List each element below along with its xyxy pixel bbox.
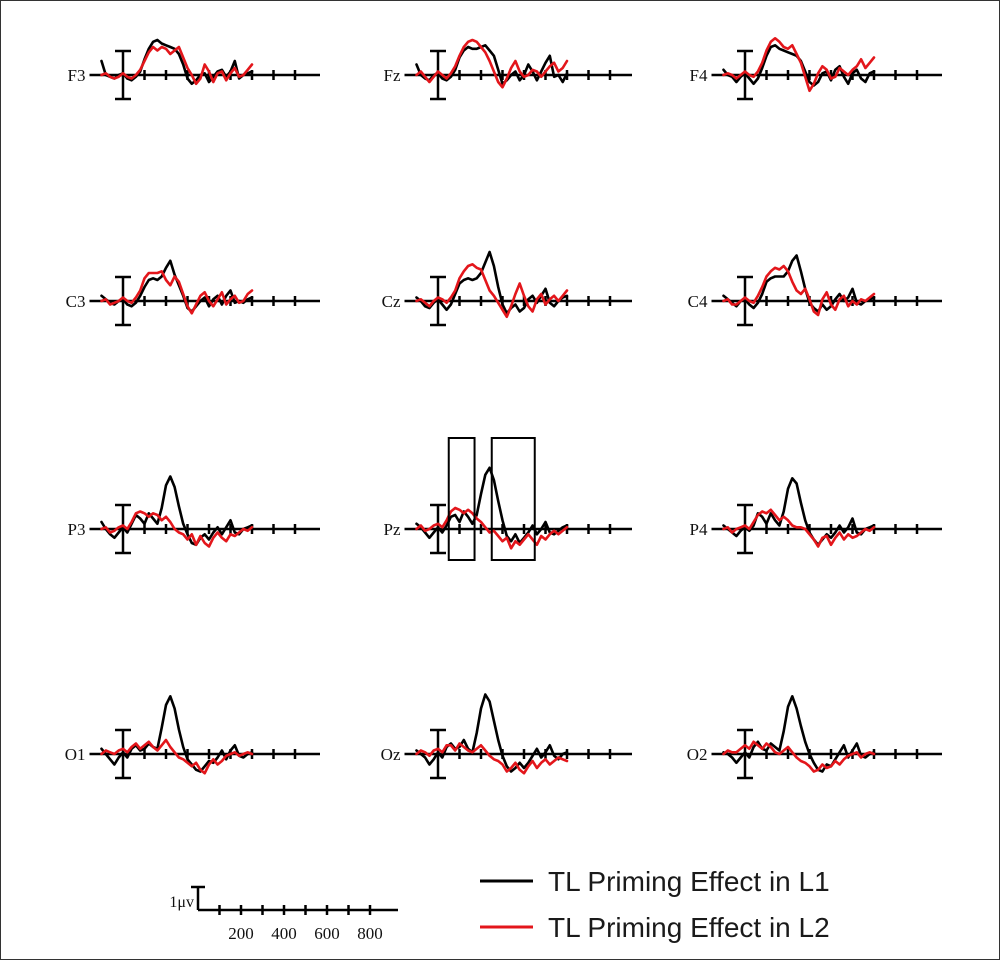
panel-f4: F4 (690, 36, 942, 101)
erp-line-l2 (415, 742, 569, 775)
erp-line-l1 (415, 43, 569, 86)
erp-line-l2 (100, 269, 254, 315)
scale-tick-label: 600 (314, 924, 340, 943)
panel-c3: C3 (66, 259, 320, 327)
erp-line-l2 (722, 264, 876, 317)
electrode-label: C3 (66, 292, 86, 311)
panel-p4: P4 (690, 476, 942, 555)
legend: TL Priming Effect in L1 TL Priming Effec… (480, 866, 830, 943)
scale-tick-label: 800 (357, 924, 383, 943)
scale-tick-label: 400 (271, 924, 297, 943)
legend-label-l1: TL Priming Effect in L1 (548, 866, 830, 897)
electrode-label: O1 (65, 745, 86, 764)
panel-cz: Cz (382, 250, 632, 327)
electrode-label: Oz (381, 745, 401, 764)
electrode-label: O2 (687, 745, 708, 764)
analysis-window (490, 437, 536, 561)
electrode-label: Pz (384, 520, 401, 539)
electrode-label: P3 (68, 520, 86, 539)
erp-line-l2 (722, 508, 876, 548)
scale-amplitude-label: 1μv (169, 894, 194, 911)
panel-o2: O2 (687, 694, 942, 780)
panel-oz: Oz (381, 693, 632, 780)
panel-pz: Pz (384, 437, 632, 561)
erp-line-l1 (722, 476, 876, 547)
erp-line-l1 (722, 254, 876, 313)
erp-line-l2 (100, 738, 254, 775)
panel-c4: C4 (688, 254, 942, 327)
analysis-window (447, 437, 476, 561)
panel-fz: Fz (384, 38, 632, 101)
electrode-panels: F3 Fz F4 C3 Cz C4 P3 Pz P4 O1 Oz O2 (65, 36, 942, 780)
erp-line-l2 (415, 38, 569, 89)
panel-o1: O1 (65, 694, 320, 780)
erp-line-l2 (722, 36, 876, 93)
erp-line-l1 (100, 475, 254, 547)
scale-bar: 1μv 200 400 600 800 (169, 885, 398, 943)
legend-label-l2: TL Priming Effect in L2 (548, 912, 830, 943)
erp-line-l2 (100, 45, 254, 86)
panel-p3: P3 (68, 475, 320, 555)
electrode-label: Fz (384, 66, 401, 85)
erp-line-l1 (415, 693, 569, 773)
erp-line-l2 (415, 262, 569, 319)
erp-line-l2 (100, 510, 254, 548)
panel-f3: F3 (68, 38, 320, 101)
electrode-label: P4 (690, 520, 708, 539)
electrode-label: F4 (690, 66, 708, 85)
electrode-label: C4 (688, 292, 708, 311)
erp-line-l1 (100, 694, 254, 773)
erp-line-l2 (722, 740, 876, 773)
scale-tick-label: 200 (228, 924, 254, 943)
electrode-label: F3 (68, 66, 86, 85)
electrode-label: Cz (382, 292, 401, 311)
